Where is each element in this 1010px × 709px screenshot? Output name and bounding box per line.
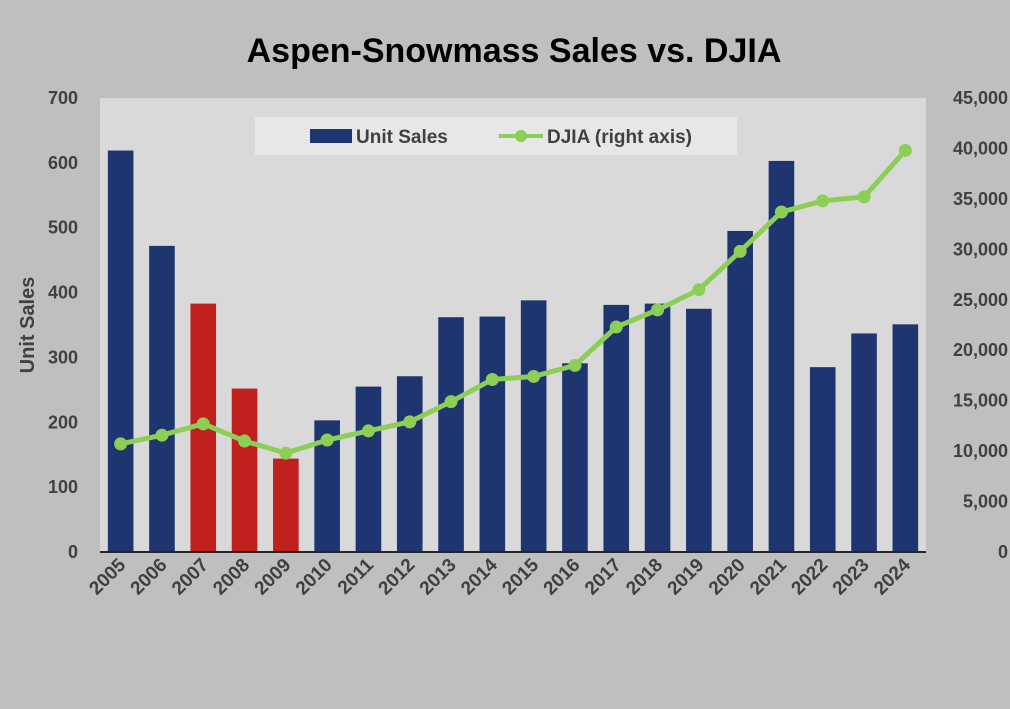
bar-2023: [851, 333, 877, 552]
bar-2021: [768, 160, 795, 552]
djia-line-path: [120, 148, 908, 456]
y-tick-label: 0: [68, 542, 78, 562]
y-tick-label: 300: [48, 347, 78, 367]
x-tick-label: 2019: [664, 555, 709, 600]
y2-tick-label: 0: [998, 542, 1008, 562]
djia-point-2015: [527, 369, 541, 383]
y-tick-label: 600: [48, 153, 78, 173]
bar-2014: [479, 316, 506, 552]
djia-point-2008: [238, 434, 252, 448]
bar-2017: [603, 304, 630, 552]
y-axis-label: Unit Sales: [17, 277, 39, 374]
x-tick-label: 2020: [705, 555, 750, 600]
y2-tick-label: 10,000: [953, 441, 1008, 461]
x-tick-label: 2006: [127, 555, 172, 600]
bar-2024: [892, 324, 919, 552]
y-tick-label: 400: [48, 283, 78, 303]
bar-2019: [686, 308, 712, 552]
y2-tick-label: 5,000: [963, 492, 1008, 512]
x-tick-label: 2013: [416, 555, 461, 600]
bar-2005: [107, 150, 134, 552]
djia-point-2017: [609, 320, 623, 334]
bar-2011: [355, 386, 382, 552]
x-tick-label: 2021: [746, 554, 791, 599]
x-tick-label: 2016: [540, 555, 585, 600]
djia-point-2024: [898, 143, 912, 157]
y2-tick-label: 40,000: [953, 138, 1008, 158]
djia-point-2019: [692, 283, 706, 297]
djia-point-2009: [279, 446, 293, 460]
y2-tick-label: 35,000: [953, 189, 1008, 209]
x-tick-label: 2015: [498, 554, 543, 599]
y-tick-label: 100: [48, 477, 78, 497]
y2-tick-label: 20,000: [953, 340, 1008, 360]
bar-2020: [727, 230, 753, 552]
djia-point-2006: [155, 428, 169, 442]
legend-unit-sales-label: Unit Sales: [356, 127, 448, 148]
legend-djia-label: DJIA (right axis): [547, 127, 692, 148]
unit-sales-bars: [107, 150, 919, 553]
y2-tick-label: 45,000: [953, 88, 1008, 108]
djia-point-2005: [114, 437, 128, 451]
y2-tick-label: 30,000: [953, 239, 1008, 259]
bar-2009: [273, 458, 299, 552]
djia-point-2016: [568, 358, 582, 372]
x-tick-label: 2009: [251, 555, 296, 600]
x-tick-label: 2023: [829, 555, 874, 600]
x-tick-label: 2008: [209, 555, 254, 600]
djia-point-2012: [403, 415, 417, 429]
plot-area: [100, 98, 926, 552]
djia-point-2014: [485, 372, 499, 386]
chart-title: Aspen-Snowmass Sales vs. DJIA: [247, 32, 782, 70]
legend-unit-sales-swatch: [310, 129, 352, 143]
right-axis-ticks: 0 5,000 10,000 15,000 20,000 25,000 30,000 35,0…: [953, 88, 1008, 562]
djia-line-series: [114, 143, 912, 460]
y-tick-label: 500: [48, 218, 78, 238]
bar-2015: [520, 300, 547, 552]
y2-tick-label: 15,000: [953, 391, 1008, 411]
bar-2008: [231, 388, 258, 552]
bar-2022: [809, 367, 836, 552]
x-tick-label: 2024: [870, 554, 915, 599]
x-tick-label: 2018: [622, 555, 667, 600]
y-tick-label: 200: [48, 412, 78, 432]
y-tick-label: 700: [48, 88, 78, 108]
djia-point-2020: [733, 244, 747, 258]
x-tick-label: 2005: [85, 554, 130, 599]
bar-2012: [396, 376, 423, 552]
x-tick-label: 2022: [788, 555, 833, 600]
djia-point-2013: [444, 395, 458, 409]
djia-point-2010: [320, 433, 334, 447]
x-tick-label: 2007: [168, 555, 213, 600]
y2-tick-label: 25,000: [953, 290, 1008, 310]
bar-2013: [438, 317, 464, 552]
bar-2018: [644, 303, 671, 552]
bar-2006: [149, 245, 175, 553]
djia-point-2007: [196, 417, 210, 431]
x-tick-label: 2011: [334, 554, 378, 598]
djia-point-2011: [361, 424, 375, 438]
x-tick-label: 2010: [292, 555, 337, 600]
djia-point-2021: [774, 205, 788, 219]
x-tick-label: 2014: [457, 554, 502, 599]
bar-2016: [562, 363, 588, 552]
x-tick-label: 2012: [375, 555, 420, 600]
legend: Unit Sales DJIA (right axis): [255, 117, 737, 155]
left-axis-ticks: 0 100 200 300 400 500 600 700: [48, 88, 78, 562]
djia-point-2022: [816, 194, 830, 208]
x-axis-ticks: 2005200620072008200920102011201220132014…: [85, 554, 915, 599]
x-tick-label: 2017: [581, 555, 626, 600]
legend-djia-marker: [515, 130, 527, 142]
djia-point-2018: [651, 303, 665, 317]
djia-point-2023: [857, 190, 871, 204]
